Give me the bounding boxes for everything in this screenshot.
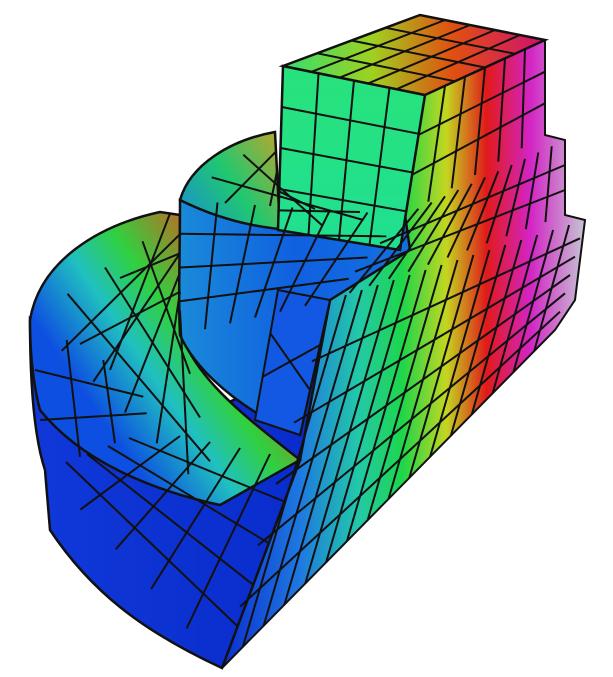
lower-top-line xyxy=(155,291,181,444)
lower-top-line xyxy=(179,310,190,475)
cylinder-line xyxy=(179,277,349,303)
side-lower-line xyxy=(257,292,566,547)
lower-front-left-line xyxy=(65,339,81,457)
lower-front-line xyxy=(86,453,254,586)
side-middle-line xyxy=(387,195,446,280)
side-upper-line xyxy=(450,76,466,189)
middle-top-line xyxy=(277,189,316,210)
side-lower-line xyxy=(293,255,576,424)
lower-front-left-line xyxy=(102,359,116,444)
side-upper-line xyxy=(411,102,546,176)
side-middle-line xyxy=(446,177,486,258)
top-box-front-face xyxy=(276,64,427,252)
box-front-line xyxy=(281,106,419,135)
middle-top-line xyxy=(278,209,361,213)
side-upper-line xyxy=(520,49,526,149)
middle-top-line xyxy=(242,153,323,226)
lower-top-surface xyxy=(28,210,303,507)
cylinder-line xyxy=(179,256,368,269)
middle-top-line xyxy=(211,176,364,221)
side-middle-line xyxy=(368,201,433,287)
box-front-line xyxy=(280,147,413,174)
lower-top-line xyxy=(92,252,181,383)
lower-front-line xyxy=(128,437,285,503)
box-front-line xyxy=(279,188,407,213)
middle-top-line xyxy=(224,150,277,204)
box-top-line xyxy=(367,29,496,85)
side-lower-line xyxy=(275,274,571,485)
side-lower-line xyxy=(239,310,561,608)
mesh-grid-lines xyxy=(34,19,581,648)
middle-block-line xyxy=(269,332,311,391)
side-middle-line xyxy=(524,152,540,230)
side-middle-line xyxy=(485,164,513,244)
side-upper-line xyxy=(427,85,446,202)
side-upper-line xyxy=(497,58,506,162)
side-middle-line xyxy=(348,208,420,294)
cylinder-line xyxy=(179,232,387,238)
lower-front-left-line xyxy=(39,412,147,421)
side-middle-line xyxy=(407,189,460,273)
box-top-line xyxy=(317,52,456,83)
side-middle-line xyxy=(466,170,500,251)
side-middle-line xyxy=(544,146,553,223)
lower-top-inner-line xyxy=(79,290,181,345)
box-top-line xyxy=(385,26,516,55)
middle-block-front xyxy=(253,288,332,437)
side-middle-line xyxy=(379,164,566,245)
lower-front-line xyxy=(79,435,181,511)
box-top-line xyxy=(311,19,446,73)
lower-front-left-line xyxy=(34,369,144,398)
lower-front-line xyxy=(150,447,241,590)
lower-front-line xyxy=(65,461,239,628)
lower-top-inner-line xyxy=(119,252,181,279)
side-upper-line xyxy=(417,70,546,136)
box-top-line xyxy=(396,34,521,91)
side-middle-line xyxy=(505,158,526,237)
middle-block-line xyxy=(262,344,321,378)
side-upper-line xyxy=(474,67,486,176)
lower-front-line xyxy=(115,441,211,550)
lower-front-line xyxy=(185,453,271,629)
middle-top-line xyxy=(269,171,278,207)
lower-top-line xyxy=(60,233,181,352)
box-top-line xyxy=(339,24,471,79)
side-lower-line xyxy=(311,237,581,363)
lower-top-inner-line xyxy=(109,213,171,371)
side-middle-line xyxy=(427,183,473,266)
lower-front-line xyxy=(107,445,270,545)
side-middle-line xyxy=(354,189,566,273)
box-top-line xyxy=(351,39,486,69)
